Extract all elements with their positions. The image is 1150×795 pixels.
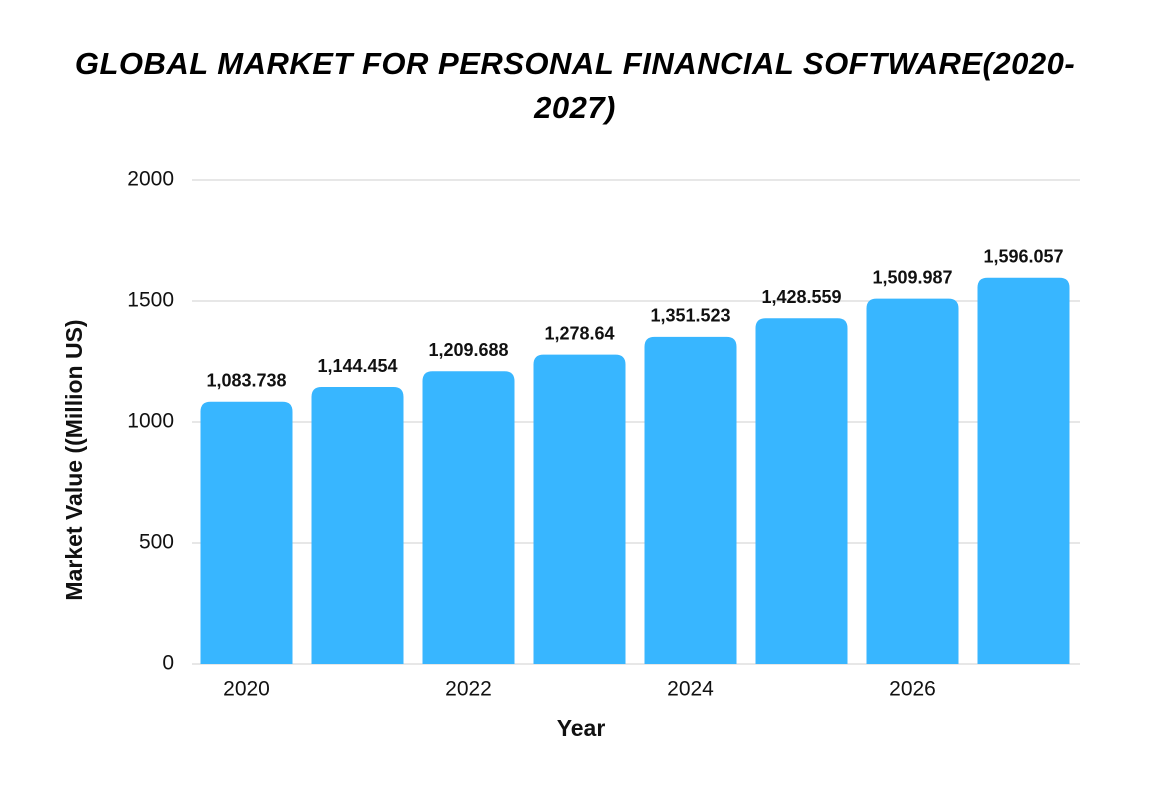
- value-label: 1,209.688: [428, 340, 508, 360]
- value-label: 1,351.523: [650, 306, 730, 326]
- bar: [200, 401, 293, 664]
- x-tick-label: 2020: [223, 678, 270, 701]
- x-axis-label: Year: [557, 715, 606, 741]
- y-axis-label: Market Value ((Million US): [61, 319, 87, 600]
- bar: [533, 354, 626, 664]
- y-tick-label: 500: [139, 531, 174, 554]
- value-label: 1,278.64: [544, 323, 614, 343]
- bar: [422, 371, 515, 664]
- value-label: 1,083.738: [206, 370, 286, 390]
- bar: [977, 277, 1070, 664]
- value-label: 1,596.057: [983, 247, 1063, 267]
- bar: [644, 336, 737, 664]
- y-tick-label: 1500: [127, 289, 174, 312]
- x-tick-label: 2022: [445, 678, 492, 701]
- value-label: 1,509.987: [872, 267, 952, 287]
- y-tick-label: 2000: [127, 168, 174, 191]
- chart-title: GLOBAL MARKET FOR PERSONAL FINANCIAL SOF…: [74, 46, 1076, 125]
- x-tick-label: 2026: [889, 678, 936, 701]
- bar: [755, 318, 848, 664]
- bar: [866, 298, 959, 664]
- value-label: 1,428.559: [761, 287, 841, 307]
- bar: [311, 387, 404, 664]
- y-tick-label: 1000: [127, 410, 174, 433]
- value-label: 1,144.454: [317, 356, 397, 376]
- y-tick-label: 0: [162, 652, 174, 675]
- x-tick-label: 2024: [667, 678, 714, 701]
